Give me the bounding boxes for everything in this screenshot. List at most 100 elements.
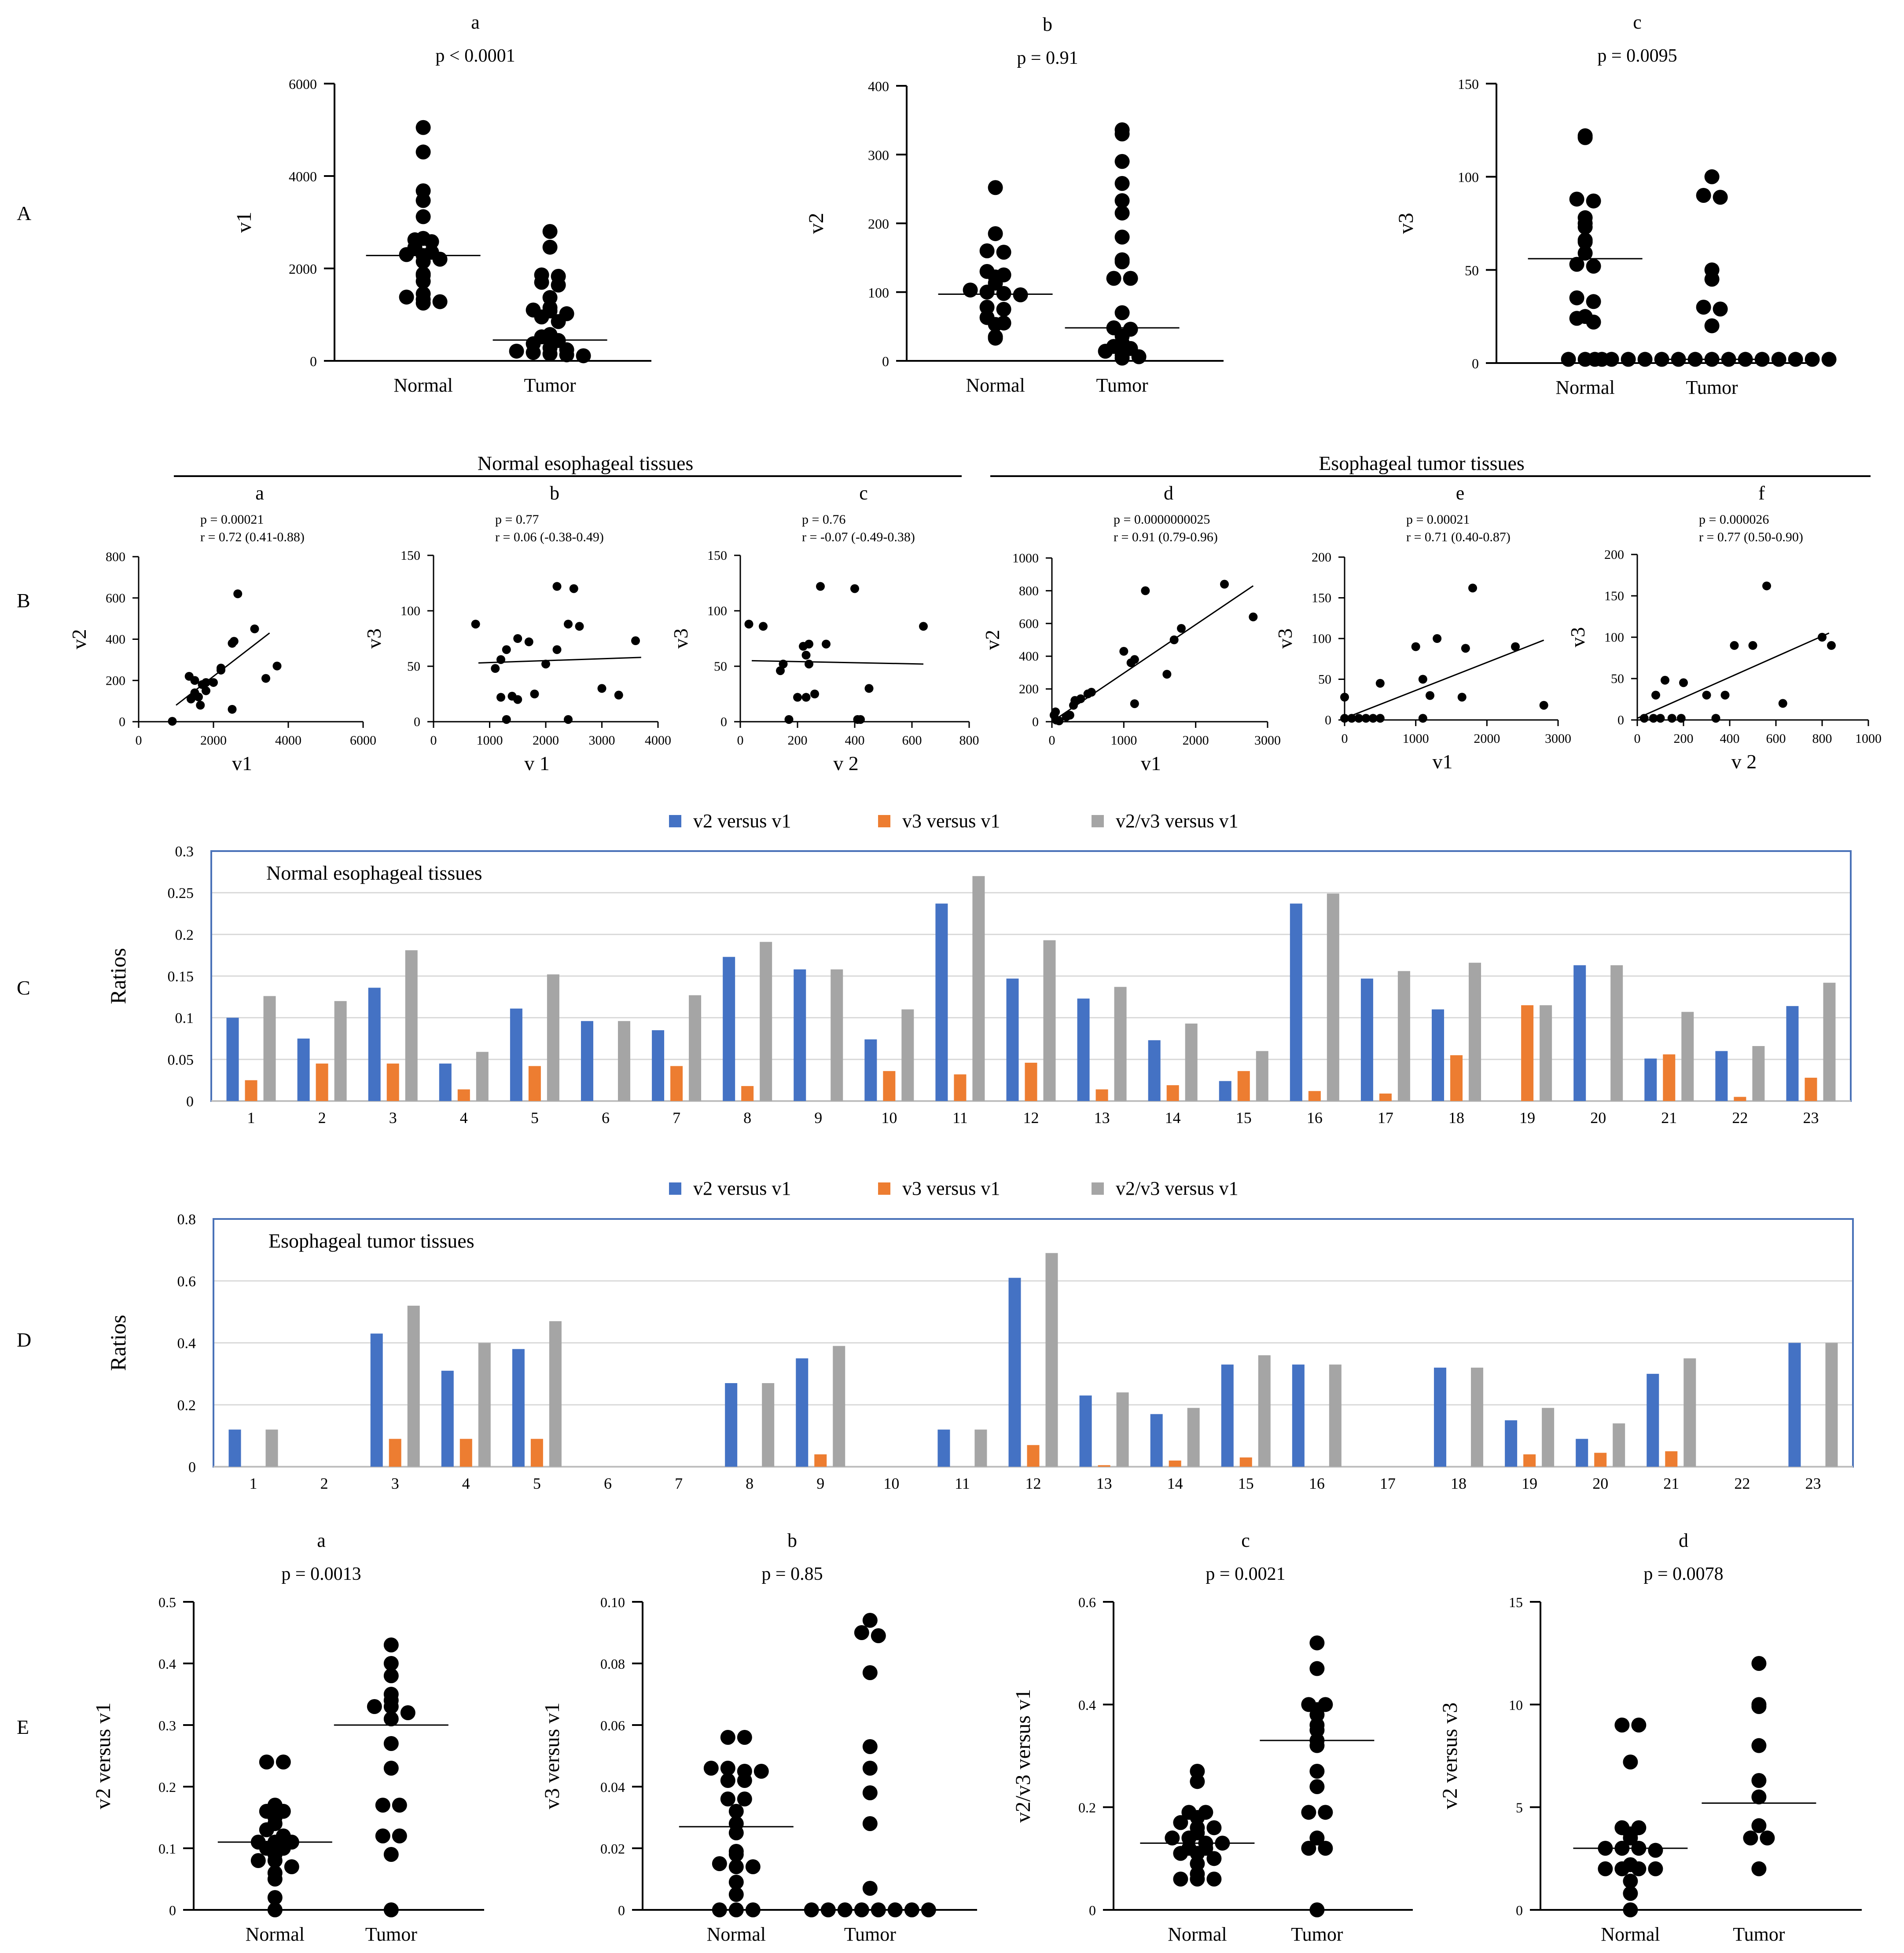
x-tick-label-D: 15: [1238, 1475, 1254, 1492]
x-tick-label-Be: 2000: [1474, 731, 1500, 746]
y-tick-label-Bb: 0: [414, 715, 420, 729]
data-point-Bd: [1220, 580, 1229, 589]
data-point-Ac: [1771, 352, 1786, 367]
x-tick-label-C: 16: [1307, 1109, 1323, 1127]
data-point-Be: [1457, 693, 1467, 702]
data-point-Bc: [759, 622, 768, 631]
y-tick-label-Be: 100: [1312, 631, 1331, 646]
y-axis-label-Ba: v2: [68, 629, 90, 650]
y-tick-label-D: 0.6: [177, 1274, 196, 1290]
data-point-Aa: [576, 348, 591, 363]
bar-D-0: [1434, 1367, 1447, 1467]
data-point-Be: [1511, 642, 1520, 651]
data-point-Bd: [1130, 655, 1139, 664]
bar-C-0: [1644, 1058, 1657, 1101]
x-tick-label-D: 5: [533, 1475, 541, 1492]
x-axis-label-Bd: v1: [1141, 752, 1161, 775]
x-tick-label-Bf: 800: [1812, 731, 1832, 746]
panel-title-Ea: p = 0.0013: [281, 1564, 361, 1584]
bar-C-0: [1290, 903, 1302, 1101]
y-tick-label-Aa: 2000: [289, 261, 317, 277]
data-point-Bc: [816, 582, 825, 591]
data-point-Aa: [559, 306, 574, 321]
data-point-Eb: [754, 1764, 769, 1779]
data-point-Ac: [1704, 262, 1720, 278]
x-tick-label-C: 19: [1519, 1109, 1535, 1127]
bar-D-1: [1523, 1454, 1536, 1467]
y-tick-label-Be: 0: [1325, 713, 1331, 727]
y-tick-label-Ea: 0.4: [158, 1656, 176, 1672]
data-point-Ec: [1206, 1820, 1222, 1836]
data-point-Be: [1354, 714, 1364, 723]
data-point-Ba: [196, 701, 205, 710]
data-point-Bb: [502, 645, 511, 654]
y-tick-label-Ba: 0: [119, 715, 125, 729]
x-axis-label-Bb: v 1: [524, 752, 550, 775]
data-point-Bb: [507, 692, 517, 701]
data-point-Be: [1411, 642, 1420, 651]
data-point-Ec: [1301, 1805, 1316, 1820]
data-point-Aa: [542, 239, 558, 255]
legend-label-D: v2 versus v1: [693, 1178, 791, 1199]
data-point-Eb: [728, 1844, 744, 1859]
bar-C-1: [386, 1063, 399, 1101]
bar-D-1: [1169, 1460, 1181, 1467]
panel-stat-r-Bc: r = -0.07 (-0.49-0.38): [802, 530, 915, 544]
data-point-Bc: [776, 666, 785, 675]
data-point-Bd: [1177, 624, 1186, 633]
bar-D-1: [389, 1439, 401, 1467]
data-point-Ac: [1586, 294, 1601, 309]
panel-letter-Ea: a: [317, 1530, 326, 1551]
x-tick-label-C: 2: [318, 1109, 326, 1127]
data-point-Ab: [996, 316, 1011, 331]
data-point-Bb: [552, 582, 562, 591]
data-point-Bd: [1130, 699, 1139, 709]
x-tick-label-Bd: 1000: [1110, 733, 1137, 748]
data-point-Be: [1361, 714, 1371, 723]
data-point-Aa: [534, 267, 549, 283]
data-point-Ac: [1577, 309, 1593, 324]
data-point-Ea: [383, 1687, 399, 1702]
bar-C-2: [1752, 1046, 1765, 1101]
data-point-Ac: [1637, 352, 1653, 367]
x-tick-label-D: 20: [1592, 1475, 1608, 1492]
y-tick-label-Ab: 300: [868, 147, 889, 163]
x-tick-label-Bd: 0: [1049, 733, 1055, 748]
panel-stat-p-Bd: p = 0.0000000025: [1114, 512, 1210, 527]
x-tick-label-C: 17: [1378, 1109, 1393, 1127]
x-tick-label-D: 12: [1026, 1475, 1041, 1492]
y-tick-label-Be: 50: [1318, 672, 1331, 687]
x-axis-label-Bc: v 2: [833, 752, 859, 775]
legend-label-C: v2/v3 versus v1: [1116, 810, 1239, 832]
data-point-Ed: [1648, 1843, 1663, 1858]
data-point-Ab: [979, 243, 995, 258]
x-tick-label-Ba: 2000: [200, 733, 227, 748]
data-point-Ea: [284, 1859, 299, 1874]
data-point-Ec: [1198, 1805, 1213, 1820]
bar-C-1: [1379, 1093, 1392, 1101]
y-tick-label-Be: 150: [1312, 591, 1331, 606]
bar-C-1: [1450, 1055, 1463, 1101]
bar-C-1: [1734, 1097, 1746, 1101]
data-point-Ec: [1181, 1805, 1197, 1820]
data-point-Bc: [864, 684, 874, 693]
data-point-Aa: [399, 290, 414, 305]
data-point-Ec: [1309, 1830, 1325, 1846]
y-tick-label-Bc: 50: [714, 659, 727, 674]
data-point-Ea: [383, 1656, 399, 1671]
data-point-Bf: [1649, 714, 1658, 723]
y-tick-label-Ea: 0.3: [158, 1718, 176, 1733]
panel-stat-r-Bf: r = 0.77 (0.50-0.90): [1699, 530, 1803, 544]
data-point-Aa: [526, 302, 541, 318]
data-point-Bd: [1119, 647, 1128, 656]
bar-C-1: [670, 1066, 683, 1101]
x-tick-label-C: 1: [247, 1109, 255, 1127]
bar-C-2: [1397, 971, 1410, 1101]
data-point-Bc: [801, 650, 811, 660]
x-tick-label-D: 1: [250, 1475, 257, 1492]
x-axis-label-Ba: v1: [232, 752, 252, 775]
y-tick-label-Ab: 100: [868, 285, 889, 301]
y-tick-label-Eb: 0: [618, 1902, 625, 1918]
y-tick-label-Bd: 0: [1032, 715, 1039, 729]
y-tick-label-D: 0: [188, 1459, 196, 1476]
